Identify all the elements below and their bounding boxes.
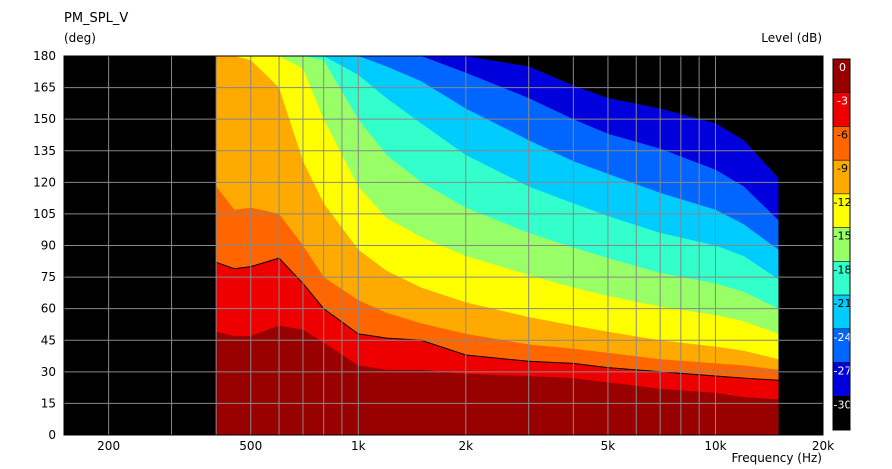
y-tick-label: 180: [33, 49, 56, 63]
colorbar-tick-label: -15: [834, 230, 852, 243]
y-tick-label: 120: [33, 175, 56, 189]
y-tick-label: 135: [33, 144, 56, 158]
colorbar-tick-label: -18: [834, 263, 852, 276]
colorbar-frame: [832, 58, 851, 431]
colorbar-title: Level (dB): [761, 31, 822, 45]
y-axis-unit-label: (deg): [64, 31, 96, 45]
x-tick-label: 20k: [812, 439, 834, 453]
colorbar-tick-label: -24: [834, 331, 852, 344]
x-tick-label: 1k: [351, 439, 366, 453]
colorbar-tick-label: -3: [837, 95, 848, 108]
grid-layer: [64, 56, 823, 435]
contour-region-0db: [216, 325, 779, 435]
colorbar-tick-label: -12: [834, 196, 852, 209]
y-tick-label: 60: [41, 302, 56, 316]
y-tick-label: 165: [33, 81, 56, 95]
y-tick-label: 75: [41, 270, 56, 284]
plot-frame: [63, 55, 824, 436]
colorbar-tick-label: 0: [839, 61, 846, 74]
y-tick-label: 150: [33, 112, 56, 126]
colorbar-tick-label: -9: [837, 162, 848, 175]
y-tick-label: 105: [33, 207, 56, 221]
x-tick-label: 500: [239, 439, 262, 453]
axis-layer: 0 15 30 45 60 75 90 105 120 135 150 165 180 200 500 1k 2…: [33, 49, 834, 453]
y-tick-label: 0: [48, 428, 56, 442]
x-tick-label: 2k: [459, 439, 474, 453]
y-tick-label: 30: [41, 365, 56, 379]
colorbar-tick-label: -30: [834, 398, 852, 411]
y-tick-label: 45: [41, 333, 56, 347]
colorbar-tick-label: -27: [834, 365, 852, 378]
y-tick-label: 15: [41, 396, 56, 410]
x-tick-label: 5k: [601, 439, 616, 453]
chart-title: PM_SPL_V: [64, 11, 129, 26]
x-tick-label: 10k: [704, 439, 726, 453]
colorbar-tick-label: -21: [834, 297, 852, 310]
y-tick-label: 90: [41, 239, 56, 253]
colorbar-layer: 0 -3 -6 -9 -12 -15 -18 -21 -24 -27 -30: [832, 58, 852, 431]
x-tick-label: 200: [97, 439, 120, 453]
x-axis-label: Frequency (Hz): [731, 451, 823, 465]
colorbar-tick-label: -6: [837, 128, 848, 141]
